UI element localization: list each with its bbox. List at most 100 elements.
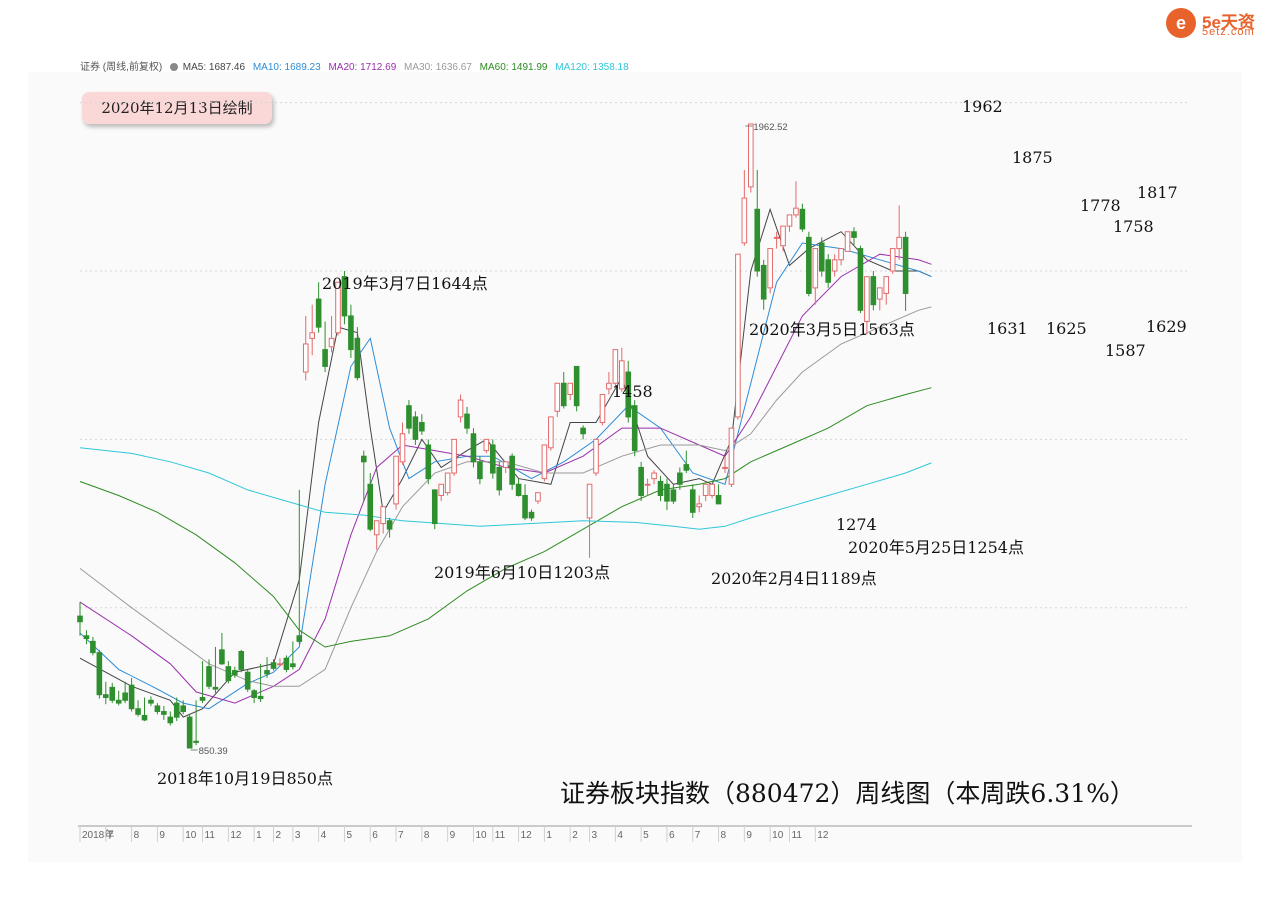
candle-body — [406, 405, 412, 429]
candle-body — [793, 207, 799, 216]
logo-site: 5etz.com — [1202, 26, 1255, 38]
candle-body — [199, 696, 206, 701]
candle-body — [812, 248, 819, 289]
x-axis-tick-label: 1 — [256, 830, 262, 841]
candle-body — [625, 371, 632, 418]
annotation-peak: 1962 — [962, 97, 1003, 116]
x-axis-tick-label: 11 — [205, 830, 216, 841]
annotation-trough: 1625 — [1046, 319, 1087, 338]
x-axis-tick-label: 6 — [669, 830, 675, 841]
annotation-trough: 2020年2月4日1189点 — [711, 569, 877, 588]
candle-body — [373, 520, 380, 536]
candle-body — [173, 702, 180, 718]
candle-body — [83, 635, 90, 640]
candle-body — [361, 455, 367, 463]
candle-body — [696, 503, 703, 508]
candle-body — [760, 264, 767, 300]
candle-body — [270, 662, 277, 669]
candle-body — [232, 670, 238, 676]
x-axis-tick-label: 12 — [230, 830, 242, 841]
candle-body — [225, 666, 232, 682]
candle-body — [786, 214, 793, 227]
candle-body — [90, 640, 96, 654]
legend-ma10: MA10: 1689.23 — [252, 62, 321, 73]
candle-body — [128, 684, 135, 710]
candle-body — [496, 466, 503, 491]
candle-body — [335, 281, 341, 334]
candle-body — [780, 225, 786, 247]
legend-symbol: 证券 (周线,前复权) — [80, 62, 163, 73]
ma-line-ma30 — [79, 306, 932, 687]
x-axis-tick-label: 7 — [398, 830, 404, 841]
candle-body — [831, 259, 838, 272]
candle-body — [483, 438, 490, 452]
candle-body — [515, 483, 522, 496]
candle-body — [457, 399, 464, 418]
ma-line-ma60 — [79, 387, 932, 648]
legend-dot-icon — [170, 63, 178, 71]
candle-body — [141, 714, 148, 721]
candle-body — [193, 740, 199, 743]
annotation-trough: 2019年6月10日1203点 — [434, 563, 610, 582]
candle-body — [470, 433, 477, 463]
candle-body — [522, 494, 528, 519]
candle-body — [722, 466, 728, 469]
x-axis-tick-label: 4 — [321, 830, 327, 841]
candle-body — [806, 236, 812, 294]
ma-line-ma10 — [79, 242, 932, 710]
candle-body — [825, 259, 832, 283]
candle-body — [451, 438, 457, 474]
candle-body — [399, 433, 406, 463]
candle-body — [96, 652, 103, 696]
candle-body — [631, 405, 638, 452]
candle-body — [354, 337, 361, 379]
candle-body — [283, 657, 290, 670]
x-axis-tick-label: 9 — [746, 830, 752, 841]
candle-body — [548, 416, 554, 449]
candle-body — [206, 666, 212, 687]
candle-body — [535, 492, 541, 502]
candle-body — [109, 686, 116, 701]
candle-body — [567, 382, 574, 395]
candle-body — [212, 686, 219, 690]
candle-body — [509, 455, 515, 485]
x-axis-tick-label: 3 — [295, 830, 301, 841]
candle-body — [554, 382, 561, 412]
x-axis-tick-label: 5 — [346, 830, 352, 841]
candle-body — [877, 287, 883, 300]
x-axis-tick-label: 2 — [276, 830, 282, 841]
candle-body — [864, 276, 870, 323]
candle-body — [870, 276, 877, 306]
candle-body — [670, 489, 677, 502]
candle-body — [219, 649, 225, 665]
candle-body — [541, 444, 548, 480]
candle-body — [477, 461, 483, 480]
candle-body — [838, 248, 844, 261]
candle-body — [277, 663, 283, 666]
candle-body — [844, 231, 851, 252]
candle-body — [341, 276, 348, 317]
candle-body — [748, 123, 754, 188]
annotation-trough: 1587 — [1105, 341, 1146, 360]
x-axis-tick-label: 9 — [159, 830, 165, 841]
candle-body — [367, 483, 374, 530]
ma-legend: 证券 (周线,前复权) MA5: 1687.46 MA10: 1689.23 M… — [80, 58, 634, 73]
annotation-peak: 1875 — [1012, 148, 1053, 167]
annotation-tag: 850.39 — [199, 746, 228, 757]
candle-body — [586, 483, 593, 519]
annotation-peak: 1778 — [1080, 196, 1121, 215]
candle-body — [851, 231, 857, 238]
candle-body — [896, 236, 902, 250]
candle-body — [309, 332, 315, 339]
candle-body — [412, 416, 419, 440]
x-axis-tick-label: 9 — [450, 830, 456, 841]
brand-logo[interactable]: e 5e天资 5etz.com — [1166, 8, 1266, 40]
candle-body — [644, 483, 651, 486]
x-axis-tick-label: 7 — [695, 830, 701, 841]
x-axis-tick-label: 8 — [721, 830, 727, 841]
candle-body — [490, 444, 496, 474]
candle-body — [502, 461, 509, 468]
legend-ma20: MA20: 1712.69 — [328, 62, 397, 73]
candle-body — [560, 382, 567, 407]
